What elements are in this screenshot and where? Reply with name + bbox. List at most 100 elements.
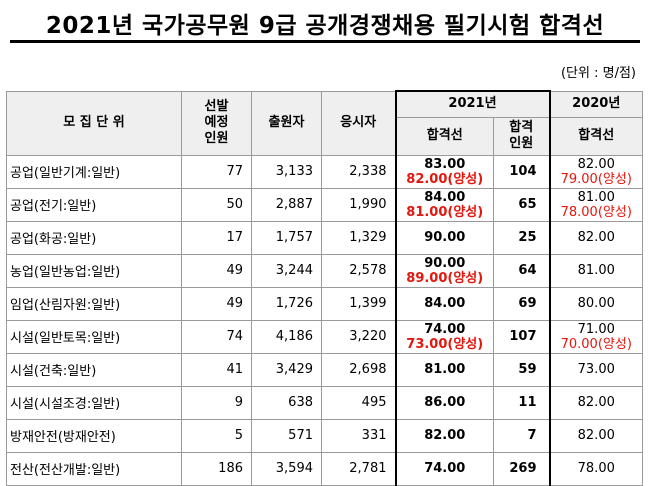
cell-applicants: 2,887: [251, 187, 322, 222]
cutoff-2020-value: 81.00: [577, 263, 615, 278]
cell-cutoff-2020: 71.00 70.00(양성): [549, 319, 643, 354]
cell-planned: 49: [181, 253, 252, 288]
cell-cutoff-2020: 82.00 79.00(양성): [549, 154, 643, 189]
cutoff-2021-value: 82.00: [424, 428, 466, 443]
table-row: 공업(화공:일반) 17 1,757 1,329 90.00 25 82.00: [6, 220, 643, 255]
cell-unit-name: 공업(일반기계:일반): [6, 154, 182, 189]
cutoff-2021-value: 86.00: [424, 395, 466, 410]
cell-passed: 11: [493, 385, 551, 420]
header-cutoff-2021: 합격선: [394, 116, 494, 156]
cell-applicants: 1,726: [251, 286, 322, 321]
table-row: 시설(일반토목:일반) 74 4,186 3,220 74.00 73.00(양성) 107…: [6, 319, 643, 354]
cutoff-2020-gender-value: 78.00(양성): [560, 204, 632, 220]
cell-unit-name: 전산(전산개발:일반): [6, 451, 182, 486]
cell-applicants: 4,186: [251, 319, 322, 354]
cell-planned: 74: [181, 319, 252, 354]
cutoff-2020-value: 82.00: [577, 230, 615, 245]
header-unit: 모 집 단 위: [6, 90, 182, 156]
cell-applicants: 3,594: [251, 451, 322, 486]
cell-cutoff-2020: 81.00 78.00(양성): [549, 187, 643, 222]
cell-applicants: 1,757: [251, 220, 322, 255]
cutoff-2020-gender-value: 79.00(양성): [560, 171, 632, 187]
cell-examinees: 1,329: [321, 220, 396, 255]
cell-cutoff-2021: 90.00: [394, 220, 494, 255]
cell-applicants: 3,429: [251, 352, 322, 387]
cell-passed: 269: [493, 451, 551, 486]
cell-unit-name: 시설(시설조경:일반): [6, 385, 182, 420]
cell-passed: 69: [493, 286, 551, 321]
cell-passed: 104: [493, 154, 551, 189]
cutoff-2021-value: 74.00: [424, 321, 466, 337]
cell-applicants: 571: [251, 418, 322, 453]
cutoff-2021-gender-value: 81.00(양성): [406, 204, 484, 220]
cell-examinees: 1,990: [321, 187, 396, 222]
cell-planned: 41: [181, 352, 252, 387]
table-row: 농업(일반농업:일반) 49 3,244 2,578 90.00 89.00(양성) 64 8…: [6, 253, 643, 288]
cell-applicants: 3,244: [251, 253, 322, 288]
cell-unit-name: 방재안전(방재안전): [6, 418, 182, 453]
cutoff-table: 모 집 단 위 선발 예정 인원 출원자 응시자 2021년 2020년 합격선…: [6, 90, 643, 486]
table-row: 임업(산림자원:일반) 49 1,726 1,399 84.00 69 80.00: [6, 286, 643, 321]
unit-note: (단위 : 명/점): [560, 66, 636, 81]
cell-applicants: 3,133: [251, 154, 322, 189]
cutoff-2021-value: 90.00: [424, 255, 466, 271]
cell-cutoff-2020: 82.00: [549, 385, 643, 420]
cell-cutoff-2021: 74.00 73.00(양성): [394, 319, 494, 354]
cell-passed: 107: [493, 319, 551, 354]
cell-planned: 77: [181, 154, 252, 189]
cell-cutoff-2020: 82.00: [549, 220, 643, 255]
cell-unit-name: 농업(일반농업:일반): [6, 253, 182, 288]
cell-examinees: 2,698: [321, 352, 396, 387]
cutoff-2021-gender-value: 89.00(양성): [406, 270, 484, 286]
cell-passed: 7: [493, 418, 551, 453]
cell-examinees: 2,578: [321, 253, 396, 288]
cell-cutoff-2021: 84.00 81.00(양성): [394, 187, 494, 222]
cell-planned: 9: [181, 385, 252, 420]
cell-cutoff-2021: 86.00: [394, 385, 494, 420]
cell-cutoff-2021: 84.00: [394, 286, 494, 321]
table-row: 시설(시설조경:일반) 9 638 495 86.00 11 82.00: [6, 385, 643, 420]
page-title: 2021년 국가공무원 9급 공개경쟁채용 필기시험 합격선: [45, 13, 605, 39]
cell-passed: 65: [493, 187, 551, 222]
table-row: 공업(일반기계:일반) 77 3,133 2,338 83.00 82.00(양성) 104…: [6, 154, 643, 189]
table-row: 방재안전(방재안전) 5 571 331 82.00 7 82.00: [6, 418, 643, 453]
cutoff-2020-value: 80.00: [577, 296, 615, 311]
header-2021: 2021년: [394, 90, 551, 118]
table-row: 시설(건축:일반) 41 3,429 2,698 81.00 59 73.00: [6, 352, 643, 387]
cell-examinees: 1,399: [321, 286, 396, 321]
cutoff-2020-value: 73.00: [577, 362, 615, 377]
cutoff-2021-value: 74.00: [424, 461, 466, 476]
cutoff-2021-value: 84.00: [424, 296, 466, 311]
cell-cutoff-2020: 73.00: [549, 352, 643, 387]
cell-planned: 49: [181, 286, 252, 321]
cutoff-2021-value: 84.00: [424, 189, 466, 205]
cell-passed: 25: [493, 220, 551, 255]
cell-cutoff-2020: 78.00: [549, 451, 643, 486]
header-2020: 2020년: [549, 90, 643, 118]
cell-cutoff-2021: 82.00: [394, 418, 494, 453]
cell-examinees: 2,338: [321, 154, 396, 189]
table-row: 전산(전산개발:일반) 186 3,594 2,781 74.00 269 78.00: [6, 451, 643, 486]
cutoff-2021-gender-value: 73.00(양성): [406, 336, 484, 352]
cutoff-2021-value: 83.00: [424, 156, 466, 172]
cutoff-2020-value: 78.00: [577, 461, 615, 476]
table-row: 공업(전기:일반) 50 2,887 1,990 84.00 81.00(양성) 65 81.…: [6, 187, 643, 222]
cutoff-2020-value: 82.00: [577, 395, 615, 410]
cutoff-2020-value: 82.00: [577, 156, 615, 172]
cell-cutoff-2020: 81.00: [549, 253, 643, 288]
cell-cutoff-2021: 81.00: [394, 352, 494, 387]
header-applicants: 출원자: [251, 90, 322, 156]
title-underline: [10, 40, 640, 43]
cell-applicants: 638: [251, 385, 322, 420]
cell-unit-name: 공업(화공:일반): [6, 220, 182, 255]
cell-cutoff-2021: 90.00 89.00(양성): [394, 253, 494, 288]
cell-cutoff-2021: 83.00 82.00(양성): [394, 154, 494, 189]
cell-cutoff-2020: 82.00: [549, 418, 643, 453]
cell-passed: 59: [493, 352, 551, 387]
cell-unit-name: 시설(건축:일반): [6, 352, 182, 387]
header-passed: 합격 인원: [493, 116, 551, 156]
cutoff-2021-gender-value: 82.00(양성): [406, 171, 484, 187]
header-planned: 선발 예정 인원: [181, 90, 252, 156]
cell-examinees: 495: [321, 385, 396, 420]
cell-examinees: 3,220: [321, 319, 396, 354]
